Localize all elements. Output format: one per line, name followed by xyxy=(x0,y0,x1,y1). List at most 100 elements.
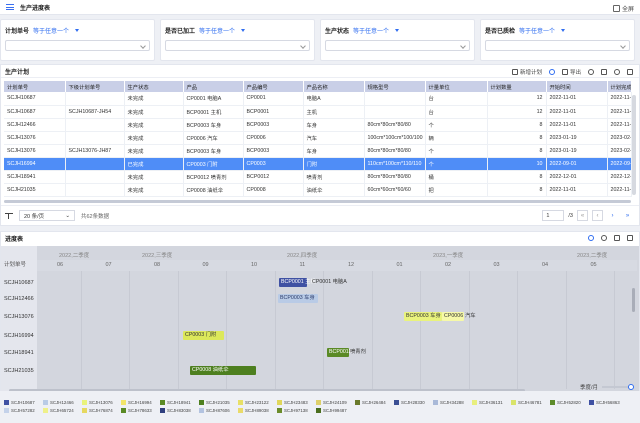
filter-operator[interactable]: 等于任意一个 xyxy=(33,29,70,35)
legend-item[interactable]: SCJH24109 xyxy=(316,400,355,405)
legend-item[interactable]: SCJH10687 xyxy=(4,400,43,405)
legend-item[interactable]: SCJH76874 xyxy=(82,408,121,413)
legend-item[interactable]: SCJH26484 xyxy=(355,400,394,405)
first-page-button[interactable]: « xyxy=(577,210,588,221)
legend-item[interactable]: SCJH78633 xyxy=(121,408,160,413)
tools-button[interactable] xyxy=(614,235,620,241)
table-cell: 车身 xyxy=(303,118,365,132)
view-button[interactable] xyxy=(614,69,620,75)
page-size-select[interactable]: 20 条/页 ⌄ xyxy=(19,210,75,221)
legend-item[interactable]: SCJH36131 xyxy=(472,400,511,405)
zoom-control[interactable]: 季度/月 xyxy=(580,383,634,391)
refresh-button[interactable] xyxy=(588,69,594,75)
tools-button[interactable] xyxy=(601,69,607,75)
page-input[interactable]: 1 xyxy=(542,210,565,221)
legend-item[interactable]: SCJH87606 xyxy=(199,408,238,413)
table-cell: 110cm*100cm*110/110 xyxy=(364,157,426,171)
gantt-bar[interactable]: CP0006 xyxy=(442,312,464,321)
legend-item[interactable]: SCJH23122 xyxy=(238,400,277,405)
filter-operator[interactable]: 等于任意一个 xyxy=(519,29,556,35)
fullscreen-button[interactable]: 全屏 xyxy=(612,4,634,13)
gantt-bar[interactable]: CP0008 油纸伞 xyxy=(190,366,256,375)
legend-item[interactable]: SCJH16994 xyxy=(121,400,160,405)
filter-icon[interactable] xyxy=(5,212,13,219)
gantt-bar[interactable]: BCP0003 车身 xyxy=(404,312,442,321)
legend-item[interactable]: SCJH52820 xyxy=(550,400,589,405)
legend-item[interactable]: SCJH65724 xyxy=(43,408,82,413)
chevron-down-icon[interactable] xyxy=(395,29,400,32)
filter-operator[interactable]: 等于任意一个 xyxy=(199,29,236,35)
expand-button[interactable] xyxy=(627,235,633,241)
table-cell: 2022-11-01 xyxy=(546,105,608,119)
last-page-button[interactable]: » xyxy=(625,212,630,219)
column-header[interactable]: 生产状态 xyxy=(124,81,184,92)
column-header[interactable]: 规格型号 xyxy=(364,81,426,92)
legend-item[interactable]: SCJH34288 xyxy=(433,400,472,405)
column-header[interactable]: 计量单位 xyxy=(425,81,488,92)
column-header[interactable]: 开始时间 xyxy=(546,81,608,92)
gantt-bar[interactable]: CP0003 门附 xyxy=(183,331,224,340)
legend-item[interactable]: SCJH83038 xyxy=(160,408,199,413)
export-button[interactable]: 导出 xyxy=(561,68,581,76)
prev-page-button[interactable]: ‹ xyxy=(592,210,603,221)
zoom-slider[interactable] xyxy=(602,384,634,390)
table-cell: CP0006 xyxy=(243,131,304,145)
zoom-knob[interactable] xyxy=(628,384,634,390)
column-header[interactable]: 计划完成 xyxy=(607,81,632,92)
filter-select[interactable] xyxy=(325,40,470,51)
menu-icon[interactable] xyxy=(6,4,14,10)
info-button[interactable] xyxy=(588,235,594,241)
chevron-down-icon[interactable] xyxy=(241,29,246,32)
gantt-bar[interactable]: BCP0001 主机 xyxy=(279,278,316,287)
legend-item[interactable]: SCJH18941 xyxy=(160,400,199,405)
info-button[interactable] xyxy=(548,69,555,75)
legend-item[interactable]: SCJH56863 xyxy=(589,400,628,405)
gantt-vertical-scrollbar[interactable] xyxy=(632,288,635,312)
table-row[interactable]: SCJH21035 未完成 CP0008 油纸伞 CP0008 油纸伞 60cm*60cm… xyxy=(4,183,632,197)
month-gridline xyxy=(129,271,130,389)
legend-item[interactable]: SCJH12466 xyxy=(43,400,82,405)
column-header[interactable]: 计划单号 xyxy=(4,81,66,92)
filter-select[interactable] xyxy=(5,40,150,51)
legend-item[interactable]: SCJH21035 xyxy=(199,400,238,405)
month-label: 09 xyxy=(202,262,209,268)
chevron-down-icon[interactable] xyxy=(561,29,566,32)
filter-select[interactable] xyxy=(485,40,630,51)
table-row[interactable]: SCJH10687 SCJH10687-JH54 未完成 BCP0001 主机 BCP0… xyxy=(4,105,632,119)
legend-item[interactable]: SCJH57282 xyxy=(4,408,43,413)
column-header[interactable]: 产品 xyxy=(183,81,244,92)
column-header[interactable]: 产品编号 xyxy=(243,81,304,92)
info-icon xyxy=(588,235,594,241)
legend-item[interactable]: SCJH97138 xyxy=(277,408,316,413)
table-row[interactable]: SCJH16994 已完成 CP0003 门附 CP0003 门附 110cm*100cm… xyxy=(4,157,632,171)
legend-item[interactable]: SCJH89038 xyxy=(238,408,277,413)
next-page-button[interactable]: › xyxy=(611,212,614,219)
table-cell: CP0008 油纸伞 xyxy=(183,183,244,197)
gantt-bar[interactable]: BCP0003 车身 xyxy=(278,294,318,303)
column-header[interactable]: 下级计划单号 xyxy=(65,81,125,92)
expand-button[interactable] xyxy=(627,69,633,75)
column-header[interactable]: 产品名称 xyxy=(303,81,365,92)
table-row[interactable]: SCJH13076 未完成 CP0006 汽车 CP0006 汽车 100cm*100cm… xyxy=(4,131,632,145)
refresh-icon xyxy=(588,69,594,75)
gantt-bar[interactable]: BCP0012 xyxy=(327,348,352,357)
table-row[interactable]: SCJH12466 未完成 BCP0003 车身 BCP0003 车身 80cm*80cm… xyxy=(4,118,632,132)
chevron-down-icon[interactable] xyxy=(75,29,80,32)
table-row[interactable]: SCJH18941 未完成 BCP0012 喷青剂 BCP0012 喷青剂 80cm*80… xyxy=(4,170,632,184)
column-header[interactable]: 计划数量 xyxy=(487,81,547,92)
table-horizontal-scrollbar[interactable] xyxy=(4,200,631,203)
add-plan-button[interactable]: 新增计划 xyxy=(511,68,542,76)
legend-item[interactable]: SCJH13076 xyxy=(82,400,121,405)
filter-select[interactable] xyxy=(165,40,310,51)
gantt-horizontal-scrollbar[interactable] xyxy=(9,389,525,392)
table-row[interactable]: SCJH10687 未完成 CP0001 电脑A CP0001 电脑A 台 12 2022-1… xyxy=(4,92,632,106)
legend-item[interactable]: SCJH46781 xyxy=(511,400,550,405)
table-row[interactable]: SCJH13076 SCJH13076-JH87 未完成 BCP0003 车身 BCP0… xyxy=(4,144,632,158)
table-vertical-scrollbar[interactable] xyxy=(632,95,636,195)
legend-item[interactable]: SCJH99487 xyxy=(316,408,355,413)
legend-item[interactable]: SCJH23483 xyxy=(277,400,316,405)
filter-operator[interactable]: 等于任意一个 xyxy=(353,29,390,35)
refresh-button[interactable] xyxy=(601,235,607,241)
legend-label: SCJH23122 xyxy=(245,400,269,405)
legend-item[interactable]: SCJH28330 xyxy=(394,400,433,405)
